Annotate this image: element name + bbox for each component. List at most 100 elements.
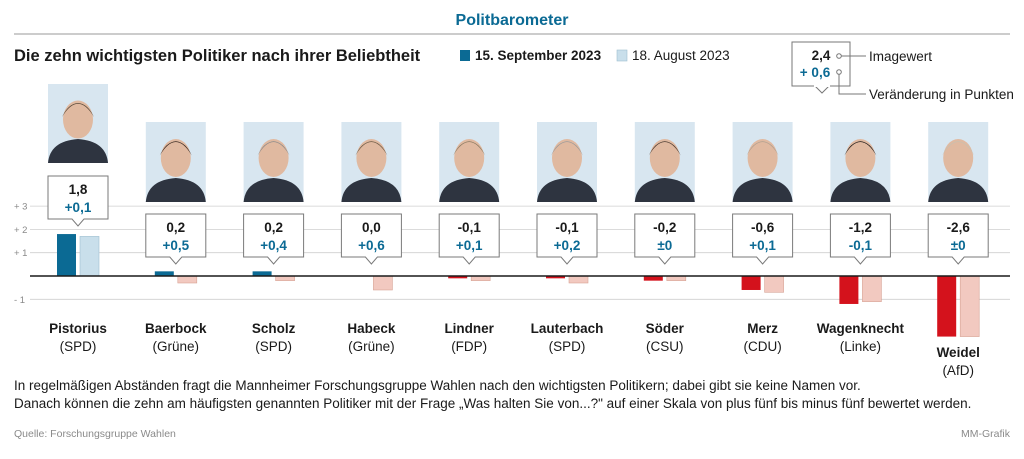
value-label: 1,8 — [69, 182, 88, 197]
portrait-hair — [257, 141, 290, 156]
portrait-face — [160, 139, 191, 177]
key-value-label: Imagewert — [869, 49, 932, 64]
value-callout — [438, 213, 500, 265]
category-name: Lauterbach — [531, 321, 604, 336]
portrait-photo — [439, 122, 500, 202]
legend-swatch-previous — [616, 49, 628, 62]
portrait-shoulders — [439, 178, 500, 202]
value-callout — [927, 213, 989, 265]
footnote-line-2: Danach können die zehn am häufigsten gen… — [14, 396, 971, 411]
portrait-face — [552, 139, 582, 177]
value-callout — [829, 213, 891, 265]
portrait-hair — [648, 141, 681, 156]
source-label: Quelle: Forschungsgruppe Wahlen — [14, 428, 176, 440]
category-name: Scholz — [252, 321, 296, 336]
kicker-title: Politbarometer — [456, 12, 569, 29]
bar-previous — [764, 275, 784, 293]
portrait-photo — [537, 122, 597, 202]
category-party: (AfD) — [942, 363, 974, 378]
bar-current — [741, 276, 761, 290]
portrait-shoulders — [537, 178, 597, 202]
bar-previous — [862, 275, 882, 302]
category-name: Baerbock — [145, 321, 207, 336]
y-tick-label: + 3 — [14, 202, 27, 213]
portrait-hair — [844, 141, 877, 156]
y-tick-label: - 1 — [14, 295, 25, 306]
portrait-photo — [830, 122, 891, 202]
bar-current — [546, 276, 565, 279]
value-callout — [243, 213, 305, 265]
portrait-hair — [62, 102, 94, 118]
value-callout — [340, 213, 402, 265]
change-label: ±0 — [657, 238, 672, 253]
category-name: Söder — [646, 321, 685, 336]
value-label: -0,1 — [555, 220, 579, 235]
portrait-photo — [928, 122, 989, 202]
change-label: +0,5 — [162, 238, 189, 253]
value-label: -0,6 — [751, 220, 775, 235]
portrait-shoulders — [243, 178, 304, 202]
value-callout — [732, 213, 794, 265]
change-label: +0,6 — [358, 238, 385, 253]
credit-label: MM-Grafik — [961, 428, 1011, 440]
key-value: 2,4 — [812, 48, 831, 63]
change-label: ±0 — [951, 238, 966, 253]
change-label: +0,1 — [749, 238, 776, 253]
key-value-dot — [836, 53, 842, 59]
category-party: (Grüne) — [153, 339, 200, 354]
portrait-shoulders — [928, 178, 989, 202]
callouts: 1,8 +0,1 0,2 +0,5 0,2 +0,4 0,0 +0,6 -0,1 +0,1 -0,1… — [47, 175, 989, 265]
key-change: + 0,6 — [800, 65, 831, 80]
change-label: +0,1 — [456, 238, 483, 253]
portrait-hair — [551, 141, 583, 156]
value-callout — [145, 213, 207, 265]
portrait-face — [63, 100, 93, 139]
portrait-face — [747, 139, 778, 177]
category-party: (CSU) — [646, 339, 684, 354]
portrait-face — [356, 139, 387, 177]
value-label: -0,2 — [653, 220, 676, 235]
value-label: 0,2 — [264, 220, 283, 235]
category-name: Lindner — [444, 321, 494, 336]
y-tick-label: + 1 — [14, 248, 27, 259]
portrait-face — [258, 139, 289, 177]
bar-current — [448, 276, 468, 279]
portrait-photo — [732, 122, 793, 202]
portrait-shoulders — [732, 178, 793, 202]
portrait-face — [454, 139, 485, 177]
portrait-photo — [634, 122, 695, 202]
category-name: Pistorius — [49, 321, 107, 336]
bar-current — [154, 271, 174, 276]
value-label: -1,2 — [849, 220, 872, 235]
portrait-hair — [942, 141, 975, 156]
bar-current — [57, 234, 76, 276]
portrait-hair — [453, 141, 486, 156]
bar-previous — [959, 275, 980, 337]
portrait-face — [845, 139, 876, 177]
chart-title: Die zehn wichtigsten Politiker nach ihre… — [14, 47, 421, 65]
bar-current — [839, 276, 859, 304]
portrait-hair — [355, 141, 388, 156]
footnote-line-1: In regelmäßigen Abständen fragt die Mann… — [14, 378, 861, 393]
category-labels: Pistorius (SPD) Baerbock (Grüne) Scholz (SPD)… — [49, 321, 980, 378]
portrait-shoulders — [634, 178, 695, 202]
portrait-hair — [746, 141, 779, 156]
portrait-shoulders — [830, 178, 891, 202]
value-label: -0,1 — [458, 220, 482, 235]
category-party: (SPD) — [549, 339, 586, 354]
category-party: (CDU) — [743, 339, 781, 354]
legend-label-previous: 18. August 2023 — [632, 48, 730, 63]
portrait-shoulders — [145, 178, 206, 202]
value-label: 0,2 — [166, 220, 185, 235]
bars — [57, 234, 980, 337]
change-label: -0,1 — [849, 238, 873, 253]
y-tick-label: + 2 — [14, 225, 27, 236]
value-callout — [47, 175, 109, 227]
bar-previous — [373, 275, 393, 291]
key-change-dot — [836, 69, 842, 75]
value-label: -2,6 — [947, 220, 971, 235]
change-label: +0,1 — [65, 200, 92, 215]
key-box-pointer — [814, 85, 830, 94]
